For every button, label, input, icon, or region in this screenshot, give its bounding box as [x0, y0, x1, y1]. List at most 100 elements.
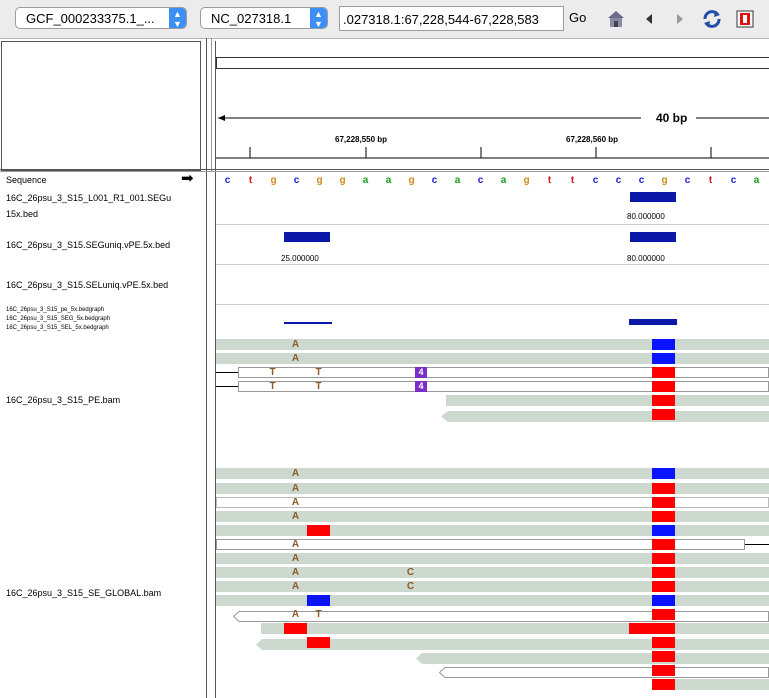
aligned-read[interactable] — [216, 339, 769, 350]
bed-feature[interactable] — [630, 232, 676, 242]
track-separator — [216, 264, 769, 265]
sequence-base: t — [547, 175, 552, 186]
sequence-base: t — [248, 175, 253, 186]
genome-dropdown[interactable]: GCF_000233375.1_... ▲ ▼ — [15, 7, 187, 29]
mismatch-base: A — [291, 353, 300, 364]
track-label-bed2[interactable]: 16C_26psu_3_S15.SEGuniq.vPE.5x.bed — [6, 240, 171, 250]
mismatch-base — [652, 567, 675, 578]
track-label-bed1-cont[interactable]: 15x.bed — [6, 209, 39, 219]
locus-input[interactable]: .027318.1:67,228,544-67,228,583 — [339, 6, 564, 31]
ruler-svg — [216, 115, 769, 159]
bedgraph-bar[interactable] — [284, 322, 332, 324]
mismatch-base — [652, 595, 675, 606]
bed-feature[interactable] — [630, 192, 676, 202]
aligned-read[interactable] — [216, 595, 769, 606]
header-divider — [0, 169, 769, 170]
aligned-read[interactable] — [441, 409, 769, 422]
track-separator — [216, 224, 769, 225]
mismatch-base — [652, 409, 675, 420]
region-navigator-icon[interactable] — [734, 8, 756, 30]
aligned-read[interactable] — [216, 468, 769, 479]
aligned-read[interactable] — [216, 483, 769, 494]
feature-score: 25.000000 — [281, 254, 319, 263]
track-separator — [216, 304, 769, 305]
aligned-read[interactable] — [216, 581, 769, 592]
sequence-base: g — [661, 175, 668, 186]
sequence-base: c — [615, 175, 622, 186]
ideogram-name-box — [1, 41, 201, 171]
forward-arrow-icon[interactable] — [669, 8, 691, 30]
mismatch-base — [652, 623, 675, 634]
feature-score: 80.000000 — [627, 254, 665, 263]
chromosome-dropdown[interactable]: NC_027318.1 ▲ ▼ — [200, 7, 328, 29]
mismatch-base — [652, 609, 675, 620]
ruler-span-label: 40 bp — [656, 111, 688, 125]
chromosome-dropdown-value: NC_027318.1 — [211, 11, 292, 26]
sequence-base: t — [708, 175, 713, 186]
track-label-bedgraph-seg[interactable]: 16C_26psu_3_S15_SEG_5x.bedgraph — [6, 316, 111, 322]
bedgraph-bar[interactable] — [629, 319, 677, 325]
strand-arrow-icon[interactable]: ➡ — [181, 170, 194, 187]
aligned-read[interactable] — [416, 651, 769, 664]
mismatch-base: T — [315, 609, 322, 620]
mismatch-base: A — [291, 511, 300, 522]
aligned-read[interactable] — [216, 553, 769, 564]
sequence-base: c — [638, 175, 645, 186]
chromosome-ideogram[interactable] — [216, 57, 769, 69]
sequence-base: a — [362, 175, 369, 186]
track-label-bam-pe[interactable]: 16C_26psu_3_S15_PE.bam — [6, 395, 121, 405]
track-label-bedgraph-pe[interactable]: 16C_26psu_3_S15_pe_5x.bedgraph — [6, 307, 105, 313]
mismatch-base — [652, 511, 675, 522]
track-label-bed1[interactable]: 16C_26psu_3_S15_L001_R1_001.SEGu — [6, 193, 172, 203]
mismatch-base: A — [291, 339, 300, 350]
aligned-read[interactable] — [216, 511, 769, 522]
sequence-base: a — [500, 175, 507, 186]
mismatch-base: A — [291, 468, 300, 479]
aligned-read[interactable] — [438, 665, 769, 678]
aligned-read[interactable] — [675, 679, 769, 690]
bed-feature[interactable] — [284, 232, 330, 242]
locus-input-value: .027318.1:67,228,544-67,228,583 — [343, 12, 539, 27]
mismatch-base — [307, 525, 330, 536]
mismatch-base — [652, 665, 675, 676]
mismatch-base: C — [406, 567, 415, 578]
panel-divider — [206, 38, 207, 698]
home-icon[interactable] — [605, 8, 627, 30]
track-label-bed3[interactable]: 16C_26psu_3_S15.SELuniq.vPE.5x.bed — [6, 280, 169, 290]
mate-connector — [216, 386, 238, 387]
go-button[interactable]: Go — [569, 10, 587, 25]
chevron-updown-icon: ▲ ▼ — [310, 8, 327, 28]
sequence-track-label: Sequence — [6, 175, 47, 185]
aligned-read[interactable] — [446, 395, 769, 406]
aligned-read[interactable] — [216, 539, 745, 550]
back-arrow-icon[interactable] — [638, 8, 660, 30]
mismatch-base — [652, 339, 675, 350]
panel-divider — [211, 38, 212, 172]
toolbar: GCF_000233375.1_... ▲ ▼ NC_027318.1 ▲ ▼ .0… — [0, 0, 769, 39]
mismatch-base — [652, 525, 675, 536]
aligned-read[interactable] — [216, 353, 769, 364]
refresh-icon[interactable] — [701, 8, 723, 30]
aligned-read[interactable] — [216, 567, 769, 578]
mismatch-base: A — [291, 539, 300, 550]
aligned-read[interactable] — [261, 623, 769, 634]
panel-divider — [215, 41, 216, 698]
mismatch-base — [652, 651, 675, 662]
insertion-marker: 4 — [415, 381, 427, 392]
sequence-base: c — [684, 175, 691, 186]
aligned-read[interactable] — [232, 609, 769, 622]
aligned-read[interactable] — [256, 637, 769, 650]
genome-dropdown-value: GCF_000233375.1_... — [26, 11, 155, 26]
track-label-bam-se[interactable]: 16C_26psu_3_S15_SE_GLOBAL.bam — [6, 588, 162, 598]
mismatch-base: T — [315, 381, 322, 392]
sequence-base: c — [431, 175, 438, 186]
aligned-read[interactable] — [216, 525, 769, 536]
sequence-base: g — [408, 175, 415, 186]
mismatch-base — [652, 581, 675, 592]
sequence-base: c — [224, 175, 231, 186]
mismatch-base: A — [291, 483, 300, 494]
sequence-base: a — [385, 175, 392, 186]
mismatch-base — [652, 468, 675, 479]
track-label-bedgraph-sel[interactable]: 16C_26psu_3_S15_SEL_5x.bedgraph — [6, 325, 109, 331]
sequence-base: c — [293, 175, 300, 186]
